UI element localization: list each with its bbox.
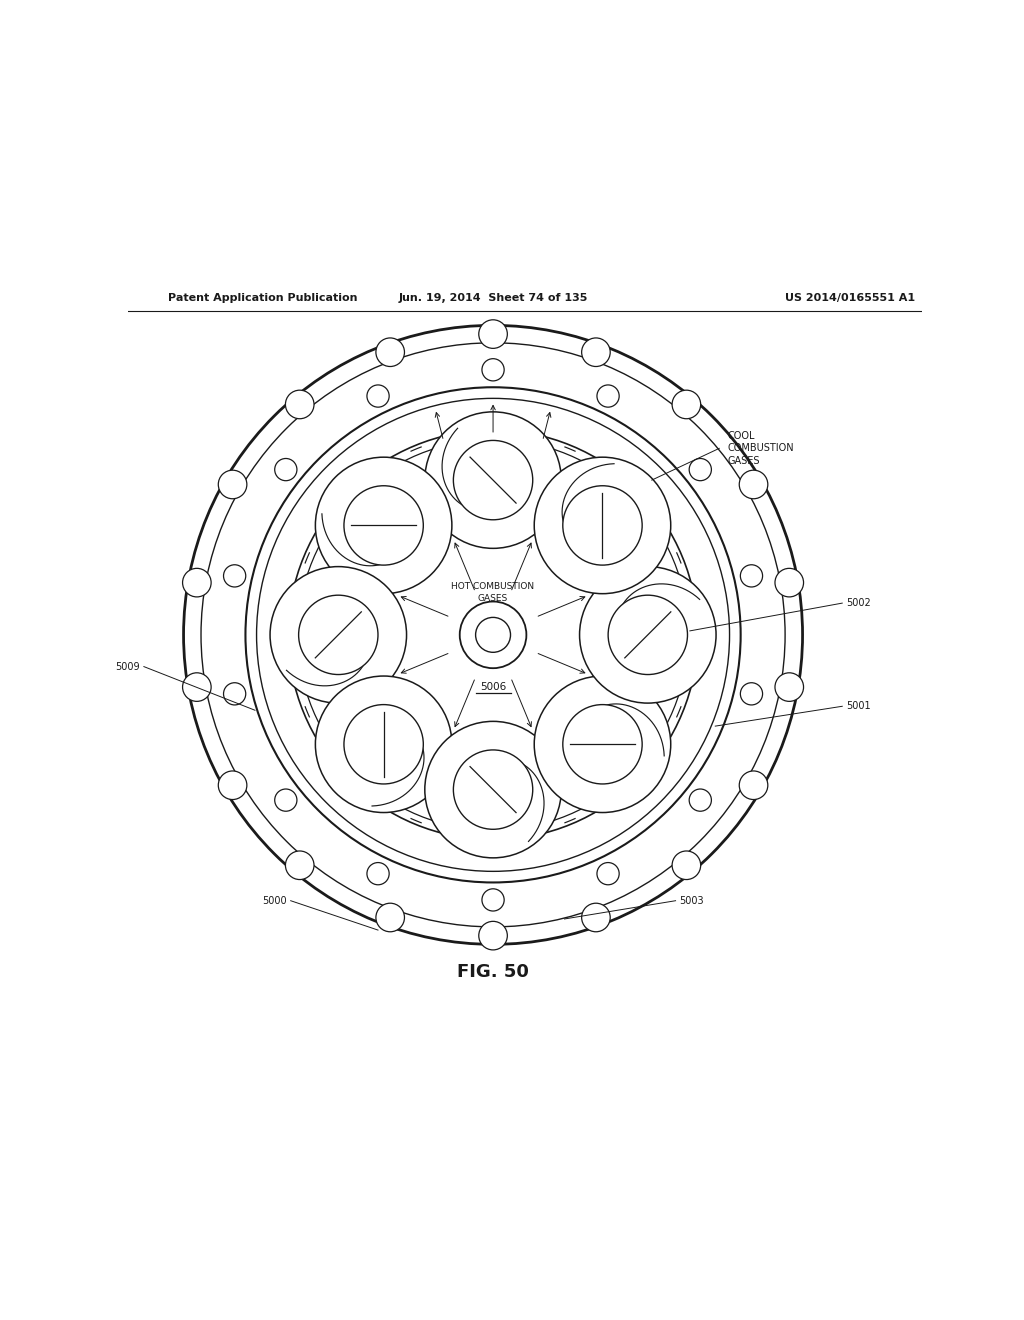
Circle shape: [376, 338, 404, 367]
Circle shape: [479, 921, 507, 950]
Circle shape: [775, 569, 804, 597]
Circle shape: [315, 457, 452, 594]
Circle shape: [535, 457, 671, 594]
Circle shape: [376, 903, 404, 932]
Circle shape: [535, 676, 671, 813]
Circle shape: [344, 705, 423, 784]
Circle shape: [689, 789, 712, 812]
Circle shape: [274, 458, 297, 480]
Circle shape: [739, 470, 768, 499]
Circle shape: [563, 486, 642, 565]
Circle shape: [740, 565, 763, 587]
Circle shape: [425, 721, 561, 858]
Circle shape: [286, 391, 314, 418]
Circle shape: [274, 789, 297, 812]
Circle shape: [454, 750, 532, 829]
Text: 5001: 5001: [846, 701, 870, 711]
Circle shape: [218, 771, 247, 800]
Text: 5002: 5002: [846, 598, 871, 609]
Text: Jun. 19, 2014  Sheet 74 of 135: Jun. 19, 2014 Sheet 74 of 135: [398, 293, 588, 304]
Circle shape: [608, 595, 687, 675]
Circle shape: [563, 705, 642, 784]
Circle shape: [367, 862, 389, 884]
Circle shape: [479, 319, 507, 348]
Circle shape: [425, 412, 561, 548]
Circle shape: [775, 673, 804, 701]
Circle shape: [672, 851, 700, 879]
Circle shape: [460, 602, 526, 668]
Text: Patent Application Publication: Patent Application Publication: [168, 293, 357, 304]
Circle shape: [218, 470, 247, 499]
Circle shape: [475, 618, 511, 652]
Circle shape: [580, 566, 716, 704]
Text: FIG. 50: FIG. 50: [457, 964, 529, 981]
Circle shape: [182, 569, 211, 597]
Text: COOL
COMBUSTION
GASES: COOL COMBUSTION GASES: [727, 430, 794, 466]
Circle shape: [740, 682, 763, 705]
Text: 5006: 5006: [480, 682, 506, 693]
Circle shape: [739, 771, 768, 800]
Circle shape: [182, 673, 211, 701]
Circle shape: [299, 595, 378, 675]
Circle shape: [582, 338, 610, 367]
Circle shape: [482, 359, 504, 381]
Circle shape: [454, 441, 532, 520]
Circle shape: [270, 566, 407, 704]
Text: 5000: 5000: [262, 896, 287, 906]
Circle shape: [223, 682, 246, 705]
Circle shape: [672, 391, 700, 418]
Circle shape: [315, 676, 452, 813]
Circle shape: [286, 851, 314, 879]
Circle shape: [482, 888, 504, 911]
Text: 5009: 5009: [116, 661, 140, 672]
Circle shape: [689, 458, 712, 480]
Text: HOT COMBUSTION
GASES: HOT COMBUSTION GASES: [452, 582, 535, 603]
Circle shape: [597, 385, 620, 407]
Text: 5003: 5003: [680, 896, 705, 906]
Circle shape: [582, 903, 610, 932]
Circle shape: [344, 486, 423, 565]
Text: US 2014/0165551 A1: US 2014/0165551 A1: [785, 293, 915, 304]
Circle shape: [367, 385, 389, 407]
Circle shape: [597, 862, 620, 884]
Circle shape: [223, 565, 246, 587]
